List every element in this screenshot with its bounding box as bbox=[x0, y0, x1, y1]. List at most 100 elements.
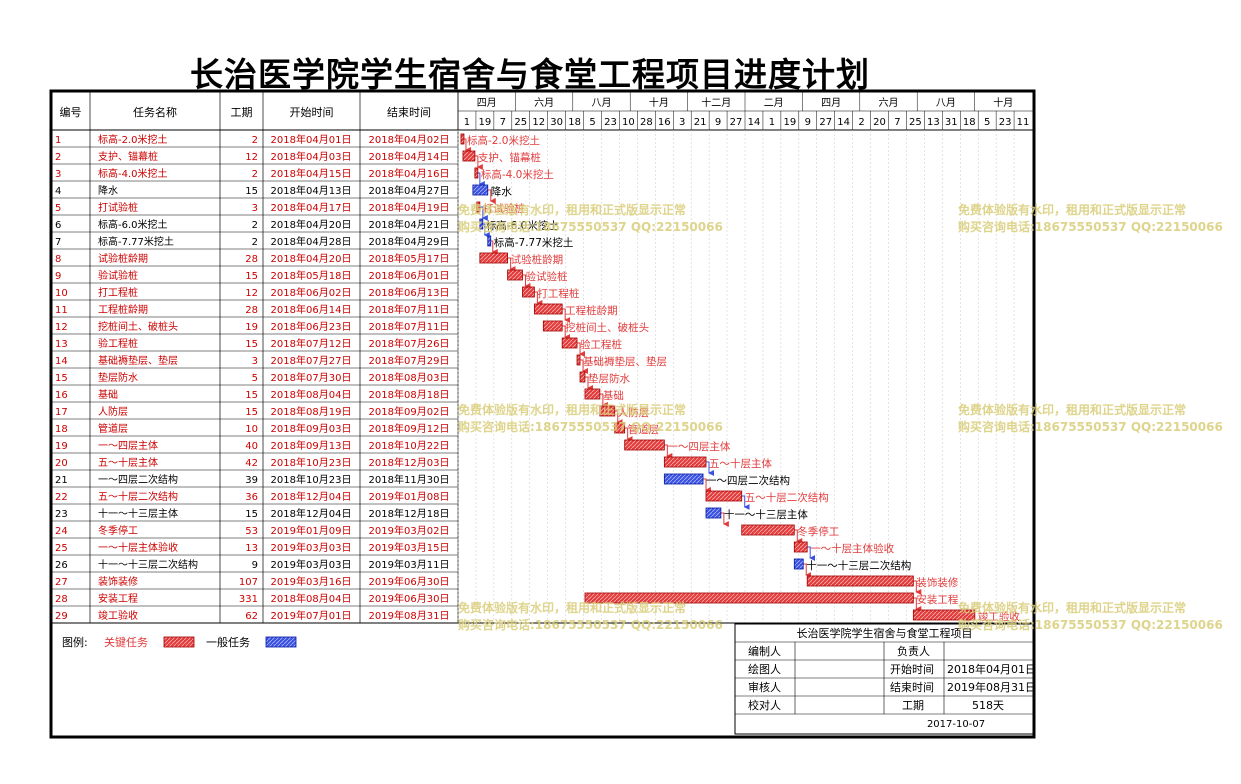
day-label: 2 bbox=[858, 117, 864, 128]
task-name: 人防层 bbox=[98, 405, 128, 418]
task-end: 2018年04月27日 bbox=[369, 184, 450, 197]
gantt-bar bbox=[663, 456, 707, 468]
task-id: 19 bbox=[55, 441, 68, 452]
gantt-bar bbox=[533, 303, 563, 315]
day-label: 11 bbox=[1017, 117, 1030, 128]
dependency-link bbox=[624, 427, 633, 442]
day-label: 31 bbox=[945, 117, 958, 128]
dependency-link bbox=[522, 274, 531, 289]
task-name: 管道层 bbox=[98, 422, 128, 435]
task-name: 标高-7.77米挖土 bbox=[98, 235, 174, 248]
dependency-link bbox=[706, 461, 715, 476]
task-start: 2018年07月27日 bbox=[271, 354, 352, 367]
gantt-bar bbox=[561, 337, 578, 349]
dependency-link bbox=[794, 529, 803, 544]
task-duration: 15 bbox=[245, 407, 258, 418]
task-name: 基础褥垫层、垫层 bbox=[98, 354, 178, 367]
task-id: 21 bbox=[55, 475, 68, 486]
task-duration: 12 bbox=[245, 152, 258, 163]
watermark-line1: 免费体验版有水印，租用和正式版显示正常 bbox=[458, 600, 686, 615]
task-duration: 15 bbox=[245, 271, 258, 282]
info-compiler: 编制人 bbox=[748, 644, 781, 658]
task-id: 6 bbox=[55, 220, 61, 231]
task-name: 一～四层二次结构 bbox=[98, 473, 178, 486]
task-id: 25 bbox=[55, 543, 68, 554]
task-end: 2018年07月29日 bbox=[369, 354, 450, 367]
dependency-link bbox=[474, 155, 483, 170]
task-start: 2018年04月20日 bbox=[271, 218, 352, 231]
task-name: 验试验桩 bbox=[98, 269, 138, 282]
dependency-link bbox=[703, 478, 712, 493]
gantt-bar bbox=[663, 473, 704, 485]
day-label: 10 bbox=[622, 117, 635, 128]
bar-label: 挖桩间土、破桩头 bbox=[565, 321, 649, 334]
gantt-bar bbox=[806, 575, 914, 587]
task-duration: 2 bbox=[252, 135, 258, 146]
info-date: 2017-10-07 bbox=[927, 719, 985, 730]
day-label: 21 bbox=[694, 117, 707, 128]
task-id: 4 bbox=[55, 186, 61, 197]
task-start: 2019年03月03日 bbox=[271, 558, 352, 571]
task-end: 2018年06月01日 bbox=[369, 269, 450, 282]
header-duration: 工期 bbox=[231, 106, 253, 119]
task-duration: 62 bbox=[245, 611, 258, 622]
task-end: 2018年11月30日 bbox=[369, 473, 450, 486]
watermark-line2: 购买咨询电话:18675550537 QQ:22150066 bbox=[958, 419, 1223, 434]
task-name: 降水 bbox=[98, 184, 118, 197]
task-id: 3 bbox=[55, 169, 61, 180]
bar-label: 验试验桩 bbox=[525, 270, 567, 283]
bar-label: 五～十层主体 bbox=[709, 457, 772, 470]
dependency-link bbox=[562, 325, 571, 340]
task-duration: 5 bbox=[252, 373, 258, 384]
task-id: 18 bbox=[55, 424, 68, 435]
legend-critical-swatch bbox=[163, 636, 195, 648]
info-duration-value: 518天 bbox=[972, 699, 1004, 712]
task-start: 2018年04月15日 bbox=[271, 167, 352, 180]
task-id: 13 bbox=[55, 339, 68, 350]
task-id: 17 bbox=[55, 407, 68, 418]
header-id: 编号 bbox=[60, 105, 82, 119]
bar-label: 打工程桩 bbox=[537, 287, 579, 300]
task-id: 24 bbox=[55, 526, 68, 537]
task-duration: 39 bbox=[245, 475, 258, 486]
task-duration: 15 bbox=[245, 186, 258, 197]
day-label: 7 bbox=[500, 117, 506, 128]
task-duration: 15 bbox=[245, 339, 258, 350]
gantt-bar bbox=[479, 252, 509, 264]
task-start: 2018年06月23日 bbox=[271, 320, 352, 333]
dependency-link bbox=[580, 359, 589, 374]
task-start: 2018年08月04日 bbox=[271, 388, 352, 401]
task-duration: 3 bbox=[252, 203, 258, 214]
task-end: 2018年10月22日 bbox=[369, 439, 450, 452]
bar-label: 十一～十三层二次结构 bbox=[806, 559, 911, 572]
task-start: 2019年01月09日 bbox=[271, 524, 352, 537]
gantt-bar bbox=[741, 524, 795, 536]
info-end-label: 结束时间 bbox=[890, 681, 934, 694]
task-id: 20 bbox=[55, 458, 68, 469]
task-id: 5 bbox=[55, 203, 61, 214]
bar-label: 垫层防水 bbox=[588, 372, 630, 385]
day-label: 20 bbox=[873, 117, 886, 128]
gantt-bar bbox=[507, 269, 523, 281]
task-start: 2018年04月03日 bbox=[271, 150, 352, 163]
task-name: 装饰装修 bbox=[98, 575, 138, 588]
watermark-line1: 免费体验版有水印，租用和正式版显示正常 bbox=[458, 202, 686, 217]
task-duration: 15 bbox=[245, 390, 258, 401]
watermark-line1: 免费体验版有水印，租用和正式版显示正常 bbox=[458, 402, 686, 417]
bar-label: 管道层 bbox=[628, 423, 660, 436]
task-id: 15 bbox=[55, 373, 68, 384]
month-label: 十月 bbox=[993, 96, 1013, 109]
task-duration: 15 bbox=[245, 509, 258, 520]
dependency-link bbox=[913, 580, 922, 595]
info-owner: 负责人 bbox=[897, 644, 930, 658]
task-start: 2018年12月04日 bbox=[271, 507, 352, 520]
day-label: 30 bbox=[550, 117, 563, 128]
bar-label: 一～四层主体 bbox=[667, 441, 730, 453]
day-label: 23 bbox=[604, 117, 617, 128]
bar-label: 五～十层二次结构 bbox=[745, 491, 829, 504]
bar-label: 标高-7.77米挖土 bbox=[494, 236, 574, 249]
gantt-bar bbox=[479, 218, 484, 230]
task-end: 2018年07月26日 bbox=[369, 337, 450, 350]
gantt-bar bbox=[912, 609, 976, 621]
day-label: 9 bbox=[805, 117, 811, 128]
